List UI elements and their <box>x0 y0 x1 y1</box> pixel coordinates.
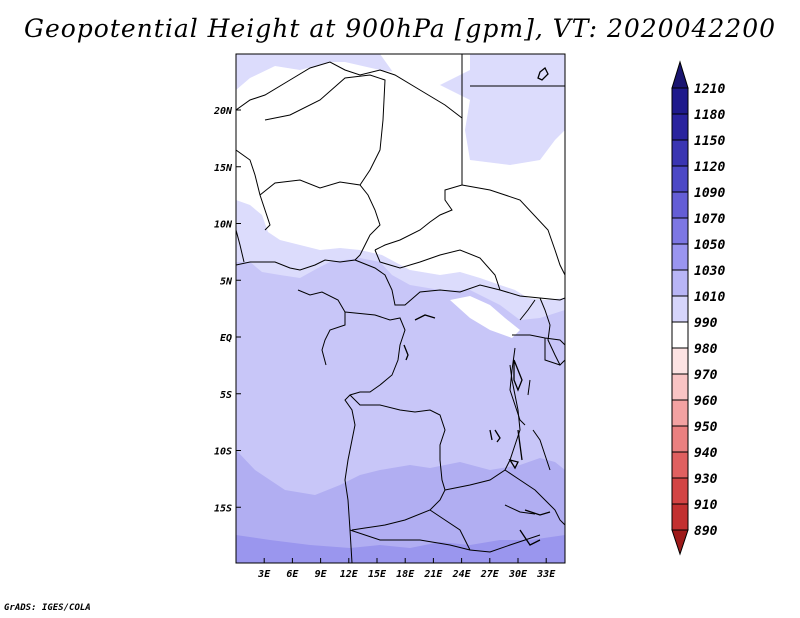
colorbar-label: 1120 <box>694 160 725 175</box>
lat-tick-label: 10S <box>214 447 232 458</box>
latitude-axis: 20N 15N 10N 5N EQ 5S 10S 15S <box>213 106 241 514</box>
colorbar: 1210 1180 1150 1120 1090 1070 1050 1030 1010 990 9… <box>671 60 725 556</box>
colorbar-label: 940 <box>694 446 718 461</box>
lakes <box>403 66 551 546</box>
field-band-990-upper <box>380 54 470 85</box>
longitude-axis: 3E 6E 9E 12E 15E 18E 21E 24E 27E 30E 33E <box>257 558 556 580</box>
lon-tick-label: 3E <box>257 569 271 580</box>
colorbar-label: 990 <box>694 316 718 331</box>
map-frame <box>235 53 566 564</box>
colorbar-swatch <box>671 113 689 141</box>
lon-tick-label: 18E <box>396 569 415 580</box>
field-band-1050 <box>236 450 565 563</box>
lon-tick-label: 9E <box>315 569 328 580</box>
colorbar-label: 960 <box>694 394 718 409</box>
colorbar-swatch <box>671 165 689 193</box>
lat-tick-label: 20N <box>213 106 233 117</box>
colorbar-bottom-arrow <box>671 529 689 556</box>
lon-tick-label: 30E <box>508 569 528 580</box>
colorbar-label: 1180 <box>694 108 725 123</box>
colorbar-swatch <box>671 321 689 349</box>
lon-tick-label: 21E <box>423 569 443 580</box>
colorbar-label: 1090 <box>694 186 725 201</box>
colorbar-label: 890 <box>694 524 718 539</box>
lon-tick-label: 33E <box>536 569 556 580</box>
colorbar-label: 1070 <box>694 212 725 227</box>
colorbar-label: 910 <box>694 498 718 513</box>
colorbar-label: 950 <box>694 420 718 435</box>
colorbar-swatch <box>671 191 689 219</box>
colorbar-swatch <box>671 373 689 401</box>
colorbar-top-arrow <box>671 60 689 89</box>
map-area <box>236 54 565 563</box>
map-title: Geopotential Height at 900hPa [gpm], VT:… <box>23 14 777 43</box>
colorbar-swatch <box>671 269 689 297</box>
colorbar-swatch <box>671 399 689 427</box>
lat-tick-label: EQ <box>220 333 232 344</box>
colorbar-label: 1010 <box>694 290 725 305</box>
colorbar-swatch <box>671 503 689 531</box>
lat-tick-label: 15N <box>214 163 233 174</box>
colorbar-swatch <box>671 217 689 245</box>
lon-tick-label: 6E <box>286 569 299 580</box>
lon-tick-label: 12E <box>340 569 359 580</box>
lat-tick-label: 5S <box>220 390 232 401</box>
colorbar-swatch <box>671 139 689 167</box>
field-band-1070 <box>236 535 565 563</box>
country-borders <box>236 54 565 563</box>
lon-tick-label: 27E <box>480 569 500 580</box>
colorbar-label: 1030 <box>694 264 725 279</box>
footer-credit: GrADS: IGES/COLA <box>4 603 91 613</box>
colorbar-swatch <box>671 243 689 271</box>
lat-tick-label: 15S <box>214 503 232 514</box>
field-band-990-east <box>450 296 520 338</box>
lon-tick-label: 24E <box>452 569 472 580</box>
colorbar-swatch <box>671 347 689 375</box>
colorbar-label: 930 <box>694 472 718 487</box>
colorbar-label: 1210 <box>694 82 725 97</box>
colorbar-swatch <box>671 87 689 115</box>
lat-tick-label: 10N <box>214 220 233 231</box>
colorbar-label: 980 <box>694 342 718 357</box>
lat-tick-label: 5N <box>220 276 233 287</box>
colorbar-label: 1150 <box>694 134 725 149</box>
colorbar-swatch <box>671 295 689 323</box>
colorbar-swatch <box>671 477 689 505</box>
lon-tick-label: 15E <box>368 569 387 580</box>
colorbar-label: 970 <box>694 368 718 383</box>
colorbar-swatch <box>671 425 689 453</box>
colorbar-swatch <box>671 451 689 479</box>
field-band-990 <box>236 62 565 300</box>
colorbar-label: 1050 <box>694 238 725 253</box>
